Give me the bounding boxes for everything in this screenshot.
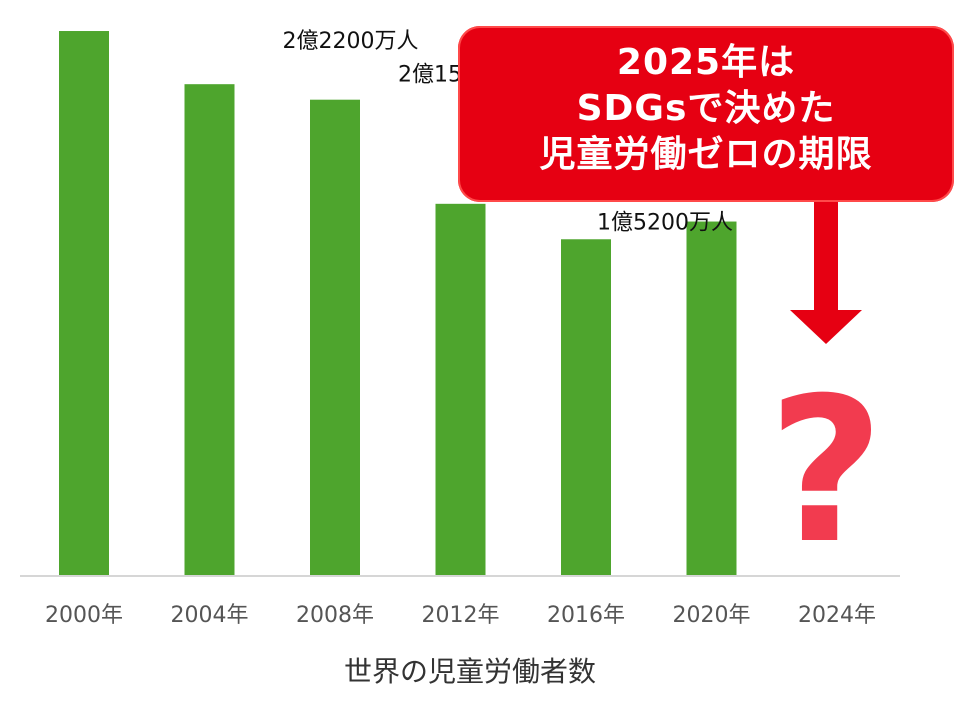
data-label: 1億5200万人 [597,210,733,235]
bar-2008年 [310,99,360,576]
bar-2020年 [686,221,737,577]
callout-line-3: 児童労働ゼロの期限 [539,134,873,175]
data-label: 2億2200万人 [283,29,419,54]
callout-line-1: 2025年は [616,42,796,83]
x-tick-label: 2008年 [296,603,374,628]
x-tick-label: 2004年 [171,603,249,628]
x-tick-labels-group: 2000年 2004年 2008年 2012年 2016年 2020年 2024年 [45,603,876,628]
deadline-callout: 2025年は SDGsで決めた 児童労働ゼロの期限 [458,26,954,202]
x-tick-label: 2024年 [798,603,876,628]
data-label: 2億4600万人 [35,0,171,1]
x-tick-label: 2020年 [673,603,751,628]
bars-group [59,31,737,577]
x-tick-label: 2016年 [547,603,625,628]
bar-2000年 [59,31,109,577]
x-axis-title: 世界の児童労働者数 [344,655,596,688]
bar-2004年 [184,84,235,576]
bar-2016年 [561,239,611,576]
x-tick-label: 2012年 [422,603,500,628]
callout-line-2: SDGsで決めた [576,88,836,129]
down-arrow-icon [790,196,862,344]
x-tick-label: 2000年 [45,603,123,628]
bar-2012年 [435,203,486,577]
question-mark-icon: ? [768,355,884,588]
